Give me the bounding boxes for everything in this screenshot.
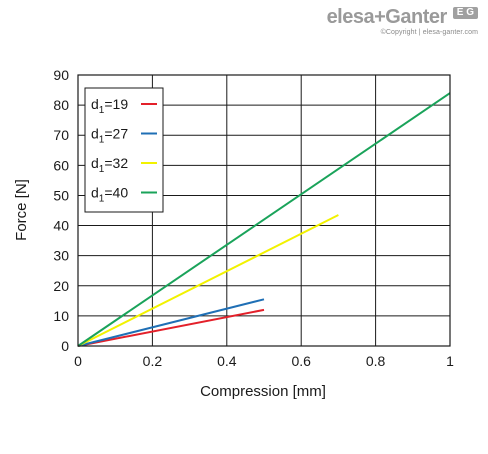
legend-label: d1=32 — [91, 155, 128, 175]
x-tick-label: 0.4 — [217, 353, 237, 369]
x-tick-label: 1 — [446, 353, 454, 369]
series-lines — [77, 92, 451, 347]
y-tick-label: 90 — [53, 67, 69, 83]
y-tick-label: 80 — [53, 97, 69, 113]
y-tick-label: 20 — [53, 278, 69, 294]
y-tick-label: 0 — [61, 338, 69, 354]
legend-label: d1=27 — [91, 126, 128, 146]
y-tick-label: 10 — [53, 308, 69, 324]
brand-logo: elesa+Ganter — [326, 6, 448, 28]
y-tick-label: 50 — [53, 187, 69, 203]
y-tick-label: 30 — [53, 248, 69, 264]
brand-header: elesa+Ganter E G ©Copyright | elesa-gante… — [327, 6, 478, 36]
plot-border — [77, 74, 451, 347]
series-line-32 — [77, 214, 339, 347]
series-line-40 — [77, 92, 451, 347]
plot-frame — [77, 74, 451, 347]
x-tick-label: 0.2 — [143, 353, 163, 369]
x-tick-label: 0.8 — [366, 353, 386, 369]
y-tick-label: 60 — [53, 157, 69, 173]
legend-box — [84, 87, 164, 213]
y-axis-label: Force [N] — [13, 179, 30, 241]
x-axis-label: Compression [mm] — [200, 383, 326, 400]
legend: d1=19 d1=27 d1=32 d1=40 — [84, 87, 164, 213]
brand-badge: E G — [452, 7, 478, 19]
y-tick-label: 40 — [53, 218, 69, 234]
y-tick-label: 70 — [53, 127, 69, 143]
x-tick-label: 0 — [74, 353, 82, 369]
x-tick-label: 0.6 — [291, 353, 311, 369]
legend-label: d1=40 — [91, 185, 128, 205]
series-line-19 — [77, 308, 265, 347]
brand-copyright: ©Copyright | elesa-ganter.com — [380, 29, 478, 36]
legend-label: d1=19 — [91, 96, 128, 116]
series-line-27 — [77, 298, 265, 347]
